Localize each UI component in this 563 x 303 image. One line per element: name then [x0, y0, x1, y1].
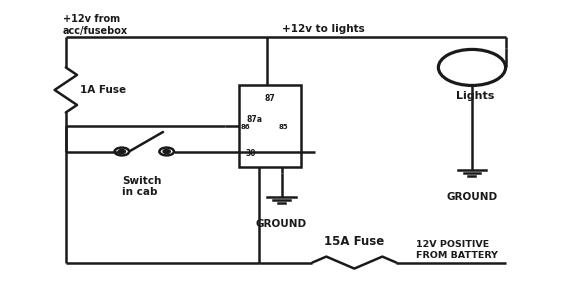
- Text: +12v to lights: +12v to lights: [282, 25, 364, 35]
- Circle shape: [163, 150, 170, 153]
- Text: +12v from
acc/fusebox: +12v from acc/fusebox: [63, 14, 128, 36]
- Text: 1A Fuse: 1A Fuse: [80, 85, 126, 95]
- Text: Switch
in cab: Switch in cab: [122, 175, 161, 197]
- Circle shape: [118, 150, 126, 153]
- Text: 85: 85: [279, 125, 288, 131]
- Text: GROUND: GROUND: [256, 219, 307, 229]
- Text: 87: 87: [265, 95, 275, 103]
- Text: Lights: Lights: [455, 92, 494, 102]
- Text: 30: 30: [245, 148, 256, 158]
- Text: 86: 86: [240, 125, 250, 131]
- Bar: [239, 85, 301, 167]
- Text: 87a: 87a: [246, 115, 262, 124]
- Text: 12V POSITIVE
FROM BATTERY: 12V POSITIVE FROM BATTERY: [416, 240, 498, 260]
- Text: GROUND: GROUND: [446, 192, 498, 202]
- Text: 15A Fuse: 15A Fuse: [324, 235, 385, 248]
